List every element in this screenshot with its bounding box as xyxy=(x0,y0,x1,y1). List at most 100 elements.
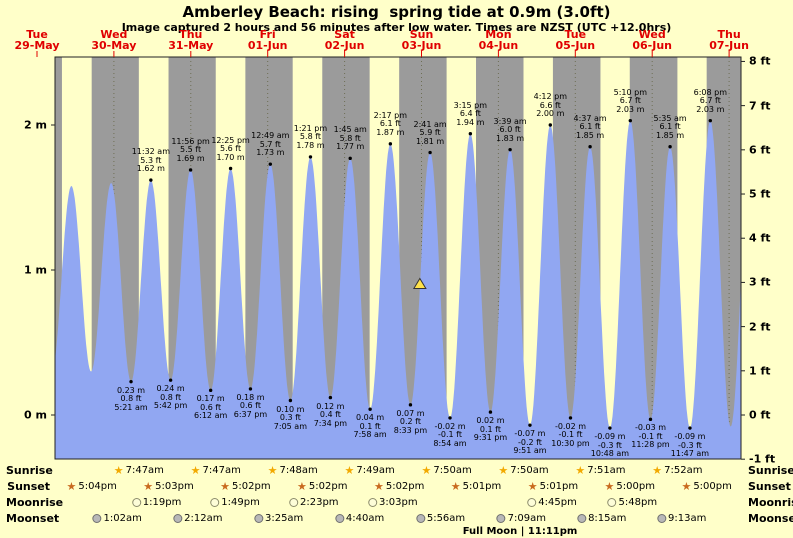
sunrise-icon: ★ xyxy=(575,464,586,477)
sunrise-time: 7:49am xyxy=(356,465,395,476)
tide-label-line: 0.6 ft xyxy=(239,401,261,411)
y-axis-label-ft: 7 ft xyxy=(749,99,771,113)
day-label: Wed 30-May xyxy=(91,29,136,51)
tide-extreme-dot xyxy=(129,379,133,384)
tide-extreme-dot xyxy=(288,398,293,403)
tide-label-line: 5.6 ft xyxy=(220,144,242,153)
moonset-event: 2:12am xyxy=(173,511,223,526)
y-axis-label-m: 1 m xyxy=(24,263,47,277)
tide-label-line: 4:37 am xyxy=(573,113,607,123)
tide-label-line: 0.24 m xyxy=(156,384,185,394)
high-tide-label: 2:41 am 5.9 ft 1.81 m xyxy=(413,120,446,147)
sunrise-row-label: Sunrise xyxy=(6,464,53,477)
low-tide-label: 0.17 m 0.6 ft 6:12 am xyxy=(194,395,227,421)
sunset-event: ★ 5:00pm xyxy=(605,479,655,494)
moonrise-time: 2:23pm xyxy=(300,497,339,508)
tide-label-line: 7:05 am xyxy=(273,421,307,431)
tide-label-line: 1:45 am xyxy=(333,125,367,135)
sunrise-time: 7:50am xyxy=(510,465,549,476)
sunrise-time: 7:47am xyxy=(125,465,164,476)
moonrise-event: 5:48pm xyxy=(607,495,657,510)
tide-label-line: 1.85 m xyxy=(576,130,605,140)
tide-extreme-dot xyxy=(149,178,153,182)
tide-label-line: 5.5 ft xyxy=(180,145,202,155)
sunset-event: ★ 5:03pm xyxy=(143,479,193,494)
low-tide-label: 0.24 m 0.8 ft 5:42 pm xyxy=(154,385,187,411)
sunset-icon: ★ xyxy=(373,480,384,493)
day-of-week: Mon xyxy=(485,28,512,41)
sunrise-time: 7:52am xyxy=(664,465,703,476)
sunrise-icon: ★ xyxy=(113,464,124,477)
tide-label-line: 3:39 am xyxy=(493,116,527,126)
sunset-time: 5:03pm xyxy=(155,481,194,492)
tide-label-line: 8:33 pm xyxy=(393,425,428,435)
sunset-icon: ★ xyxy=(297,480,307,493)
tide-extreme-dot xyxy=(488,410,493,414)
tide-label-line: 1.70 m xyxy=(216,152,245,162)
tide-label-line: 5.8 ft xyxy=(339,133,361,143)
y-axis-label-ft: 2 ft xyxy=(749,320,771,334)
day-of-week: Thu xyxy=(717,28,741,41)
sunrise-event: ★ 7:47am xyxy=(191,463,241,478)
high-tide-label: 4:12 pm 6.6 ft 2.00 m xyxy=(533,92,567,119)
tide-label-line: -0.1 ft xyxy=(558,430,583,440)
sunset-icon: ★ xyxy=(450,480,461,493)
tide-label-line: 4:12 pm xyxy=(533,92,567,101)
moonset-event: 5:56am xyxy=(415,511,465,526)
tide-extreme-dot xyxy=(368,407,372,411)
tide-label-line: 1.77 m xyxy=(336,142,365,152)
tide-extreme-dot xyxy=(648,417,653,422)
high-tide-label: 3:15 pm 6.4 ft 1.94 m xyxy=(454,101,487,128)
tide-label-line: 1.62 m xyxy=(136,164,165,174)
moonset-icon xyxy=(253,514,263,523)
tide-label-line: 0.8 ft xyxy=(160,392,182,402)
tide-label-line: 5.9 ft xyxy=(419,128,441,138)
y-axis-label-ft: 4 ft xyxy=(749,231,771,245)
tide-label-line: 6:08 pm xyxy=(693,87,727,97)
tide-label-line: 0.10 m xyxy=(276,404,305,414)
moonrise-event: 2:23pm xyxy=(289,495,339,510)
sunrise-time: 7:51am xyxy=(587,465,626,476)
tide-label-line: 5:35 am xyxy=(653,113,687,123)
sunrise-row: Sunrise Sunrise ★ 7:47am ★ 7:47am ★ 7:48am ★ 7:49… xyxy=(0,463,793,479)
moonset-event: 8:15am xyxy=(577,511,626,526)
y-axis-label-ft: 6 ft xyxy=(749,143,771,157)
moonset-icon xyxy=(577,514,587,523)
moonset-event: 3:25am xyxy=(253,511,303,526)
low-tide-label: 0.18 m 0.6 ft 6:37 pm xyxy=(234,393,267,420)
tide-label-line: 5.8 ft xyxy=(299,132,322,142)
tide-label-line: 6:12 am xyxy=(194,411,228,421)
tide-label-line: 0.8 ft xyxy=(120,394,142,404)
day-of-week: Sun xyxy=(409,28,434,41)
tide-extreme-dot xyxy=(388,142,393,146)
moonrise-icon xyxy=(289,498,299,507)
tide-extreme-dot xyxy=(248,387,253,391)
high-tide-label: 12:25 pm 5.6 ft 1.70 m xyxy=(211,136,249,163)
moonrise-event: 3:03pm xyxy=(368,495,418,510)
tide-label-line: 6.6 ft xyxy=(539,100,561,110)
high-tide-label: 11:32 am 5.3 ft 1.62 m xyxy=(132,148,170,174)
moonrise-row-label: Moonrise xyxy=(748,496,793,509)
high-tide-label: 11:56 pm 5.5 ft 1.69 m xyxy=(171,137,209,164)
tide-label-line: 10:30 pm xyxy=(551,438,590,448)
day-date: 31-May xyxy=(168,39,214,52)
tide-label-line: 6.1 ft xyxy=(659,122,681,132)
sunset-time: 5:04pm xyxy=(78,481,117,492)
tide-label-line: 1:21 pm xyxy=(293,123,328,133)
sunrise-icon: ★ xyxy=(652,464,663,477)
sunset-event: ★ 5:04pm xyxy=(66,479,116,494)
tide-label-line: 1.69 m xyxy=(176,153,205,163)
tide-label-line: 1.83 m xyxy=(496,133,525,143)
tide-label-line: 11:28 pm xyxy=(631,440,670,450)
sunrise-event: ★ 7:47am xyxy=(114,463,164,478)
tide-extreme-dot xyxy=(608,426,612,430)
sunset-icon: ★ xyxy=(143,480,154,493)
moonset-icon xyxy=(657,514,667,523)
tide-label-line: 8:54 am xyxy=(433,438,467,448)
y-axis-label-m: 2 m xyxy=(24,118,47,132)
tide-label-line: 0.02 m xyxy=(476,416,505,426)
tide-extreme-dot xyxy=(428,150,432,155)
low-tide-label: -0.03 m -0.1 ft 11:28 pm xyxy=(631,424,669,450)
moonrise-icon xyxy=(131,498,141,507)
tide-label-line: 0.23 m xyxy=(116,385,146,395)
